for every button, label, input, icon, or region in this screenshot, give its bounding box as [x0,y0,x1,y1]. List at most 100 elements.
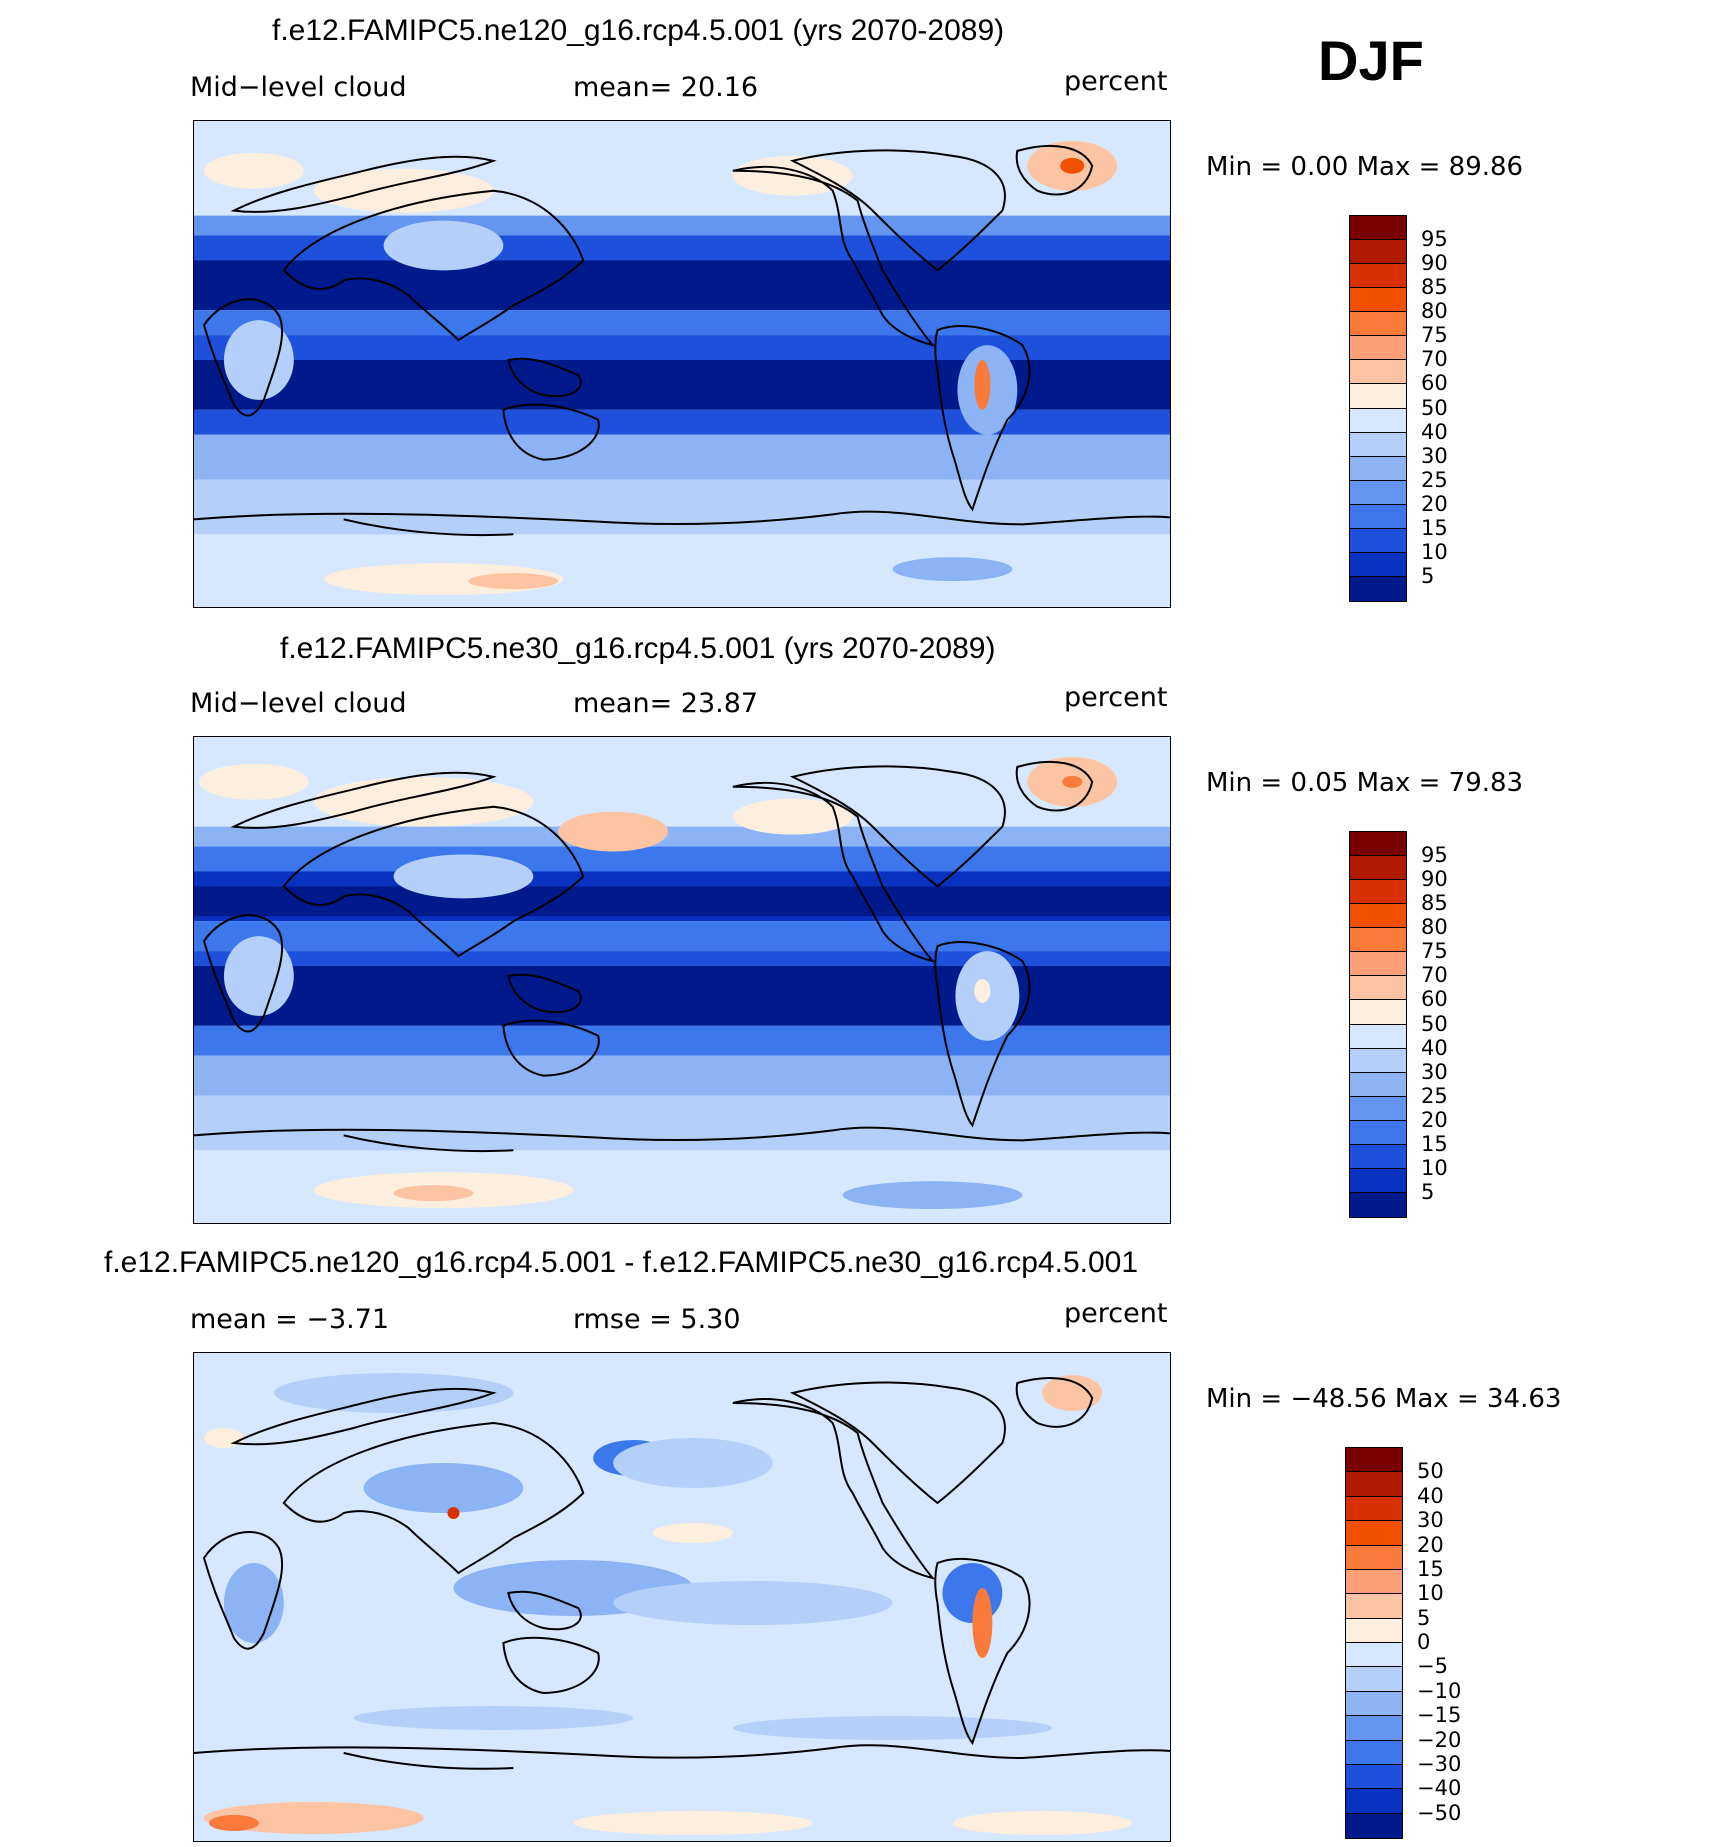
colorbar-tick-label: 70 [1421,963,1448,988]
colorbar-tick-label: 20 [1417,1532,1444,1557]
colorbar-tick-label: 25 [1421,1083,1448,1108]
colorbar-swatch [1350,1168,1406,1193]
colorbar-swatch [1346,1716,1402,1741]
colorbar-tick-label: 30 [1417,1508,1444,1533]
colorbar-swatch [1350,384,1406,409]
colorbar-tick-label: −10 [1417,1678,1462,1703]
colorbar-tick-label: 95 [1421,843,1448,868]
colorbar-swatch [1350,240,1406,265]
colorbar-swatch [1346,1594,1402,1619]
colorbar-swatch [1350,528,1406,553]
panel-2-units: percent [1064,682,1168,713]
panel-3-rmse: rmse = 5.30 [573,1304,741,1335]
colorbar-swatch [1346,1496,1402,1522]
panel-3-minmax: Min = −48.56 Max = 34.63 [1206,1384,1562,1414]
colorbar-swatch [1350,976,1406,1001]
colorbar-swatch [1350,856,1406,881]
colorbar-tick-label: 30 [1421,1059,1448,1084]
colorbar-swatch [1350,1144,1406,1169]
colorbar-tick-label: 10 [1421,1155,1448,1180]
colorbar-swatch [1350,1000,1406,1025]
colorbar-tick-label: 15 [1421,1131,1448,1156]
colorbar-tick-label: 20 [1421,1107,1448,1132]
colorbar-swatch [1350,480,1406,505]
colorbar-swatch [1346,1569,1402,1595]
colorbar-swatch [1350,1024,1406,1049]
colorbar-tick-label: 90 [1421,251,1448,276]
colorbar-tick-label: 40 [1417,1483,1444,1508]
colorbar-tick-label: 30 [1421,443,1448,468]
colorbar-tick-label: −30 [1417,1751,1462,1776]
colorbar-tick-label: 15 [1417,1556,1444,1581]
panel-1-map [193,120,1171,608]
colorbar-swatch [1350,1120,1406,1145]
colorbar-tick-label: 50 [1417,1459,1444,1484]
panel-1-minmax: Min = 0.00 Max = 89.86 [1206,152,1524,182]
colorbar-tick-label: 5 [1421,1179,1435,1204]
colorbar-swatch [1346,1521,1402,1546]
colorbar-swatch [1350,432,1406,457]
colorbar-tick-label: 90 [1421,867,1448,892]
panel-1-mean: mean= 20.16 [573,72,759,103]
colorbar-swatch [1350,576,1406,601]
colorbar-tick-label: 40 [1421,1035,1448,1060]
colorbar-tick-label: 5 [1421,563,1435,588]
colorbar-swatch [1350,312,1406,337]
panel-1-units: percent [1064,66,1168,97]
colorbar-swatch [1350,952,1406,977]
colorbar-tick-label: 60 [1421,371,1448,396]
colorbar-swatch [1350,832,1406,857]
panel-2-title: f.e12.FAMIPC5.ne30_g16.rcp4.5.001 (yrs 2… [280,632,996,665]
panel-2-minmax: Min = 0.05 Max = 79.83 [1206,768,1524,798]
colorbar-swatch [1350,904,1406,929]
colorbar-tick-label: −5 [1417,1654,1448,1679]
colorbar-tick-label: 85 [1421,891,1448,916]
panel-3-units: percent [1064,1298,1168,1329]
panel-3-title: f.e12.FAMIPC5.ne120_g16.rcp4.5.001 - f.e… [104,1246,1139,1279]
colorbar-swatch [1350,264,1406,289]
colorbar-swatch [1346,1618,1402,1643]
colorbar-swatch [1350,1096,1406,1121]
colorbar-tick-label: 40 [1421,419,1448,444]
colorbar-swatch [1350,880,1406,905]
panel-2-colorbar [1349,831,1407,1218]
colorbar-swatch [1350,408,1406,433]
colorbar-tick-label: 70 [1421,347,1448,372]
colorbar-swatch [1350,216,1406,241]
colorbar-swatch [1350,552,1406,577]
panel-2-mean: mean= 23.87 [573,688,759,719]
colorbar-swatch [1350,504,1406,529]
panel-3-map [193,1352,1171,1842]
colorbar-tick-label: 5 [1417,1605,1431,1630]
panel-1-title: f.e12.FAMIPC5.ne120_g16.rcp4.5.001 (yrs … [272,14,1005,47]
colorbar-swatch [1350,1048,1406,1073]
colorbar-tick-label: −15 [1417,1703,1462,1728]
colorbar-tick-label: 20 [1421,491,1448,516]
panel-2-map [193,736,1171,1224]
panel-3-colorbar [1345,1447,1403,1839]
colorbar-swatch [1346,1789,1402,1814]
colorbar-swatch [1350,928,1406,953]
colorbar-swatch [1350,1072,1406,1097]
colorbar-tick-label: 10 [1421,539,1448,564]
panel-2-variable: Mid−level cloud [190,688,407,719]
colorbar-swatch [1350,288,1406,313]
season-label: DJF [1318,29,1424,92]
panel-3-mean: mean = −3.71 [190,1304,390,1335]
colorbar-tick-label: 15 [1421,515,1448,540]
colorbar-swatch [1346,1643,1402,1668]
colorbar-swatch [1346,1667,1402,1692]
colorbar-swatch [1350,1192,1406,1217]
colorbar-swatch [1346,1813,1402,1838]
colorbar-tick-label: 75 [1421,939,1448,964]
colorbar-tick-label: −50 [1417,1800,1462,1825]
colorbar-swatch [1346,1545,1402,1570]
colorbar-swatch [1346,1691,1402,1717]
colorbar-swatch [1346,1764,1402,1790]
colorbar-swatch [1350,336,1406,361]
colorbar-swatch [1350,360,1406,385]
colorbar-tick-label: 85 [1421,275,1448,300]
colorbar-tick-label: −20 [1417,1727,1462,1752]
colorbar-tick-label: 25 [1421,467,1448,492]
colorbar-tick-label: 50 [1421,395,1448,420]
